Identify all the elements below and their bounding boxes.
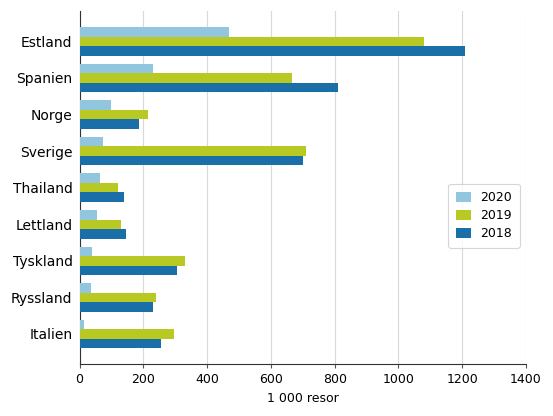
Bar <box>80 339 161 348</box>
Bar <box>80 146 306 156</box>
Bar <box>80 210 97 220</box>
Bar <box>80 119 139 129</box>
Bar <box>80 329 174 339</box>
Bar <box>80 64 153 73</box>
Legend: 2020, 2019, 2018: 2020, 2019, 2018 <box>448 184 520 248</box>
Bar <box>80 302 153 312</box>
Bar <box>80 256 185 265</box>
Bar <box>80 100 112 110</box>
Bar <box>80 173 100 183</box>
Bar <box>80 293 156 302</box>
Bar <box>80 37 424 46</box>
Bar <box>80 110 148 119</box>
Bar <box>80 283 91 293</box>
Bar <box>80 229 126 238</box>
Bar <box>80 247 92 256</box>
Bar <box>80 265 177 275</box>
Bar <box>80 156 303 166</box>
Bar <box>80 193 124 202</box>
Bar <box>80 183 118 193</box>
Bar <box>80 137 103 146</box>
Bar <box>80 220 121 229</box>
X-axis label: 1 000 resor: 1 000 resor <box>267 392 338 405</box>
Bar <box>80 320 85 329</box>
Bar <box>80 27 229 37</box>
Bar <box>80 83 338 92</box>
Bar <box>80 46 466 56</box>
Bar <box>80 73 291 83</box>
